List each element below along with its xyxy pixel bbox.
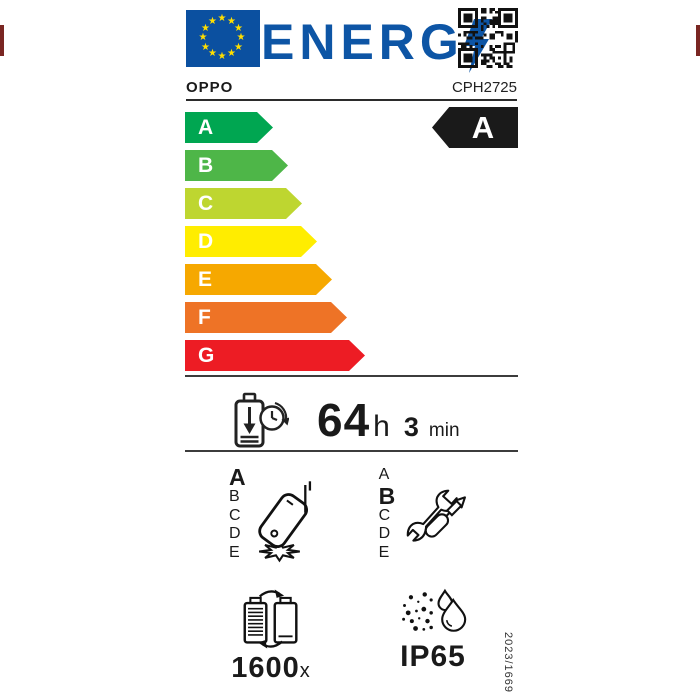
rating-bar-label: E <box>198 267 213 291</box>
rating-bar-label: C <box>198 191 214 215</box>
left-edge-mark <box>0 25 4 56</box>
eu-star-icon: ★ <box>201 22 210 34</box>
model-number: CPH2725 <box>451 79 517 96</box>
cycles-unit: x <box>299 660 311 682</box>
right-edge-mark <box>696 25 700 56</box>
battery-cycles-icon <box>243 589 298 649</box>
class-letter-d: D <box>229 525 241 542</box>
eu-star-icon: ★ <box>227 48 236 60</box>
eu-flag-icon: ★ ★ ★ ★ ★ ★ ★ ★ ★ ★ ★ ★ <box>186 10 260 67</box>
class-letter-a-selected: A <box>229 464 246 490</box>
ip-rating-value: IP65 <box>400 640 466 673</box>
rating-bar-label: B <box>198 153 214 177</box>
duration-minutes-unit: min <box>428 420 460 441</box>
divider <box>185 450 518 452</box>
class-letter-b: B <box>229 488 240 505</box>
eu-star-icon: ★ <box>208 15 217 27</box>
rating-bar-g: G <box>185 340 365 371</box>
rating-bar-e: E <box>185 264 332 295</box>
rating-bar-d: D <box>185 226 317 257</box>
duration-hours-unit: h <box>373 410 390 443</box>
class-letter-b-selected: B <box>378 482 396 509</box>
battery-cycles-group: 1600x <box>229 586 313 685</box>
class-letter-c: C <box>378 506 391 524</box>
brand-row: OPPO CPH2725 <box>186 79 517 101</box>
class-letter-a: A <box>378 466 390 483</box>
energ-text: ENERG <box>261 14 464 70</box>
eu-star-icon: ★ <box>233 41 243 53</box>
rating-bar-f: F <box>185 302 347 333</box>
phone-drop-icon <box>257 481 311 563</box>
regulation-number: 2023/1669 <box>502 632 514 693</box>
cycles-number: 1600 <box>231 652 300 684</box>
eu-star-icon: ★ <box>208 48 217 60</box>
battery-clock-icon <box>234 392 289 448</box>
rating-bar-label: G <box>198 343 215 367</box>
duration-minutes: 3 <box>403 412 419 442</box>
impact-burst <box>258 540 300 563</box>
eu-star-icon: ★ <box>217 51 227 62</box>
qr-code-icon <box>458 8 518 68</box>
eu-star-icon: ★ <box>227 15 236 27</box>
brand-name: OPPO <box>186 79 234 96</box>
rating-bar-c: C <box>185 188 302 219</box>
rating-bar-b: B <box>185 150 288 181</box>
battery-duration-value: 64 h 3 min <box>317 393 460 447</box>
eu-star-icon: ★ <box>201 41 210 53</box>
class-letter-e: E <box>378 543 390 561</box>
class-letter-d: D <box>378 525 391 542</box>
class-letter-e: E <box>229 543 240 561</box>
ip-rating-group: IP65 <box>391 586 475 685</box>
energy-class-letter: A <box>471 109 495 145</box>
divider <box>185 375 518 377</box>
energy-class-indicator: A <box>432 107 518 148</box>
bottom-row: 1600x IP65 <box>185 586 518 685</box>
rating-bar-label: F <box>198 305 211 329</box>
eu-star-icon: ★ <box>217 13 227 24</box>
rating-bar-a: A <box>185 112 273 143</box>
battery-cycles-value: 1600x <box>229 652 313 685</box>
eu-star-icon: ★ <box>233 22 243 34</box>
eu-star-icon: ★ <box>198 32 208 43</box>
battery-duration-row: 64 h 3 min <box>231 390 460 450</box>
dust-water-icon <box>402 588 467 632</box>
rating-bar-label: A <box>198 115 214 139</box>
duration-hours: 64 <box>317 394 371 446</box>
eu-star-icon: ★ <box>236 32 246 43</box>
class-letter-c: C <box>229 506 241 524</box>
rating-bar-label: D <box>198 229 214 253</box>
wrench-screwdriver-icon <box>406 489 467 542</box>
